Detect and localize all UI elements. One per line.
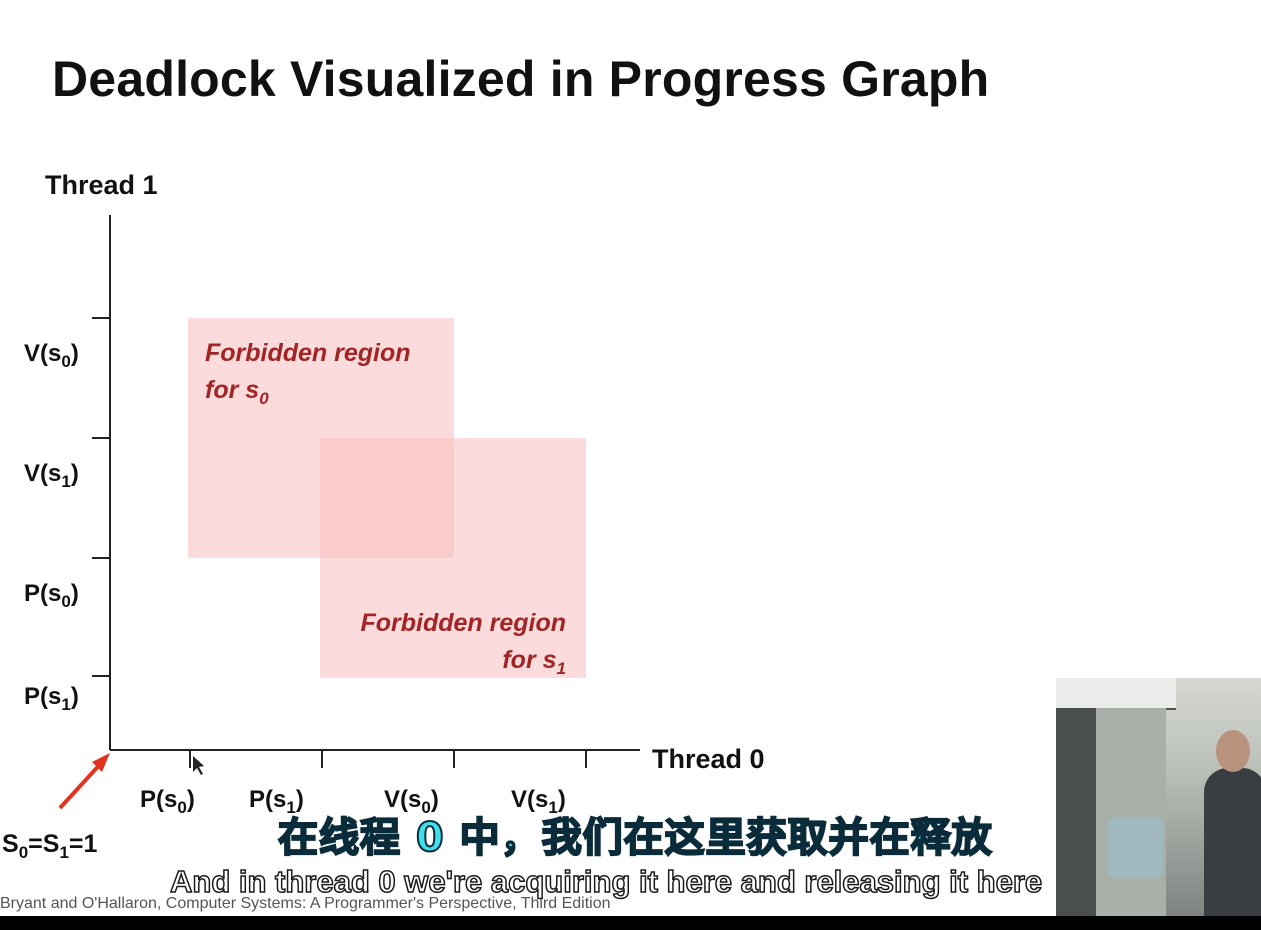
- video-whiteboard: [1056, 678, 1176, 710]
- region-label-s0-line1: Forbidden region: [205, 339, 411, 367]
- y-tick-label-vs1: V(s1): [24, 460, 79, 491]
- x-tick-label-vs1: V(s1): [511, 786, 566, 817]
- speaker-body: [1204, 768, 1261, 916]
- x-tick-label-vs0: V(s0): [384, 786, 439, 817]
- video-door: [1056, 708, 1096, 916]
- region-label-s0-line2: for s0: [205, 376, 269, 408]
- video-wall: [1096, 708, 1166, 916]
- speaker-video: [1056, 678, 1261, 916]
- speaker-head: [1216, 730, 1250, 772]
- x-tick-label-ps1: P(s1): [249, 786, 304, 817]
- forbidden-region-s1: [320, 438, 586, 678]
- y-axis-label: Thread 1: [45, 170, 158, 200]
- y-tick-label-ps0: P(s0): [24, 580, 79, 611]
- region-label-s1-line1: Forbidden region: [360, 609, 566, 637]
- video-bottom-bar: [0, 916, 1261, 930]
- mouse-cursor-icon: [193, 756, 204, 775]
- region-label-s1-line2: for s1: [502, 646, 566, 678]
- y-tick-label-vs0: V(s0): [24, 340, 79, 371]
- region-label-s0: Forbidden region for s0: [205, 335, 411, 417]
- initial-state-arrow: [58, 758, 106, 810]
- subtitle-english: And in thread 0 we're acquiring it here …: [169, 863, 1043, 900]
- x-tick-label-ps0: P(s0): [140, 786, 195, 817]
- y-tick-label-ps1: P(s1): [24, 683, 79, 714]
- initial-state-arrowhead: [92, 753, 110, 772]
- slide-footer: Bryant and O'Hallaron, Computer Systems:…: [0, 895, 611, 912]
- initial-state-label: S0=S1=1: [2, 830, 98, 862]
- region-label-s1: Forbidden region for s1: [336, 605, 566, 687]
- video-chair: [1108, 818, 1163, 878]
- x-axis-label: Thread 0: [652, 744, 765, 774]
- subtitle-chinese: 在线程 0 中，我们在这里获取并在释放: [277, 814, 993, 862]
- slide-title: Deadlock Visualized in Progress Graph: [52, 51, 990, 107]
